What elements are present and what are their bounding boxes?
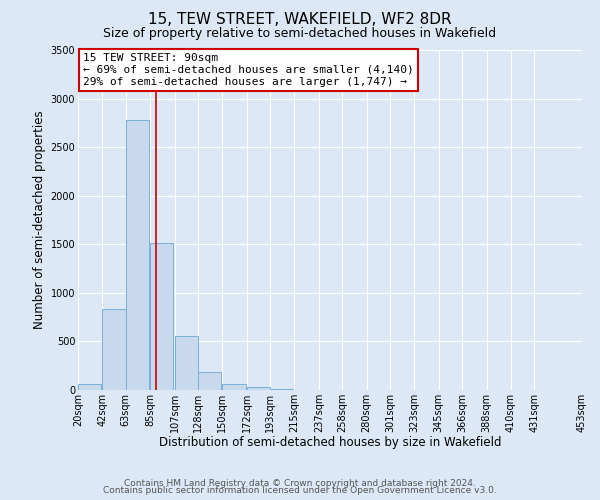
- Bar: [78, 384, 101, 390]
- Bar: [270, 389, 293, 390]
- Bar: [175, 336, 198, 390]
- Text: Contains HM Land Registry data © Crown copyright and database right 2024.: Contains HM Land Registry data © Crown c…: [124, 478, 476, 488]
- X-axis label: Distribution of semi-detached houses by size in Wakefield: Distribution of semi-detached houses by …: [159, 436, 501, 450]
- Bar: [198, 372, 221, 390]
- Text: 15, TEW STREET, WAKEFIELD, WF2 8DR: 15, TEW STREET, WAKEFIELD, WF2 8DR: [148, 12, 452, 28]
- Bar: [103, 310, 126, 390]
- Bar: [223, 384, 245, 390]
- Bar: [150, 244, 173, 390]
- Bar: [126, 120, 149, 390]
- Text: 15 TEW STREET: 90sqm
← 69% of semi-detached houses are smaller (4,140)
29% of se: 15 TEW STREET: 90sqm ← 69% of semi-detac…: [83, 54, 414, 86]
- Text: Contains public sector information licensed under the Open Government Licence v3: Contains public sector information licen…: [103, 486, 497, 495]
- Bar: [247, 387, 270, 390]
- Text: Size of property relative to semi-detached houses in Wakefield: Size of property relative to semi-detach…: [103, 28, 497, 40]
- Y-axis label: Number of semi-detached properties: Number of semi-detached properties: [34, 110, 46, 330]
